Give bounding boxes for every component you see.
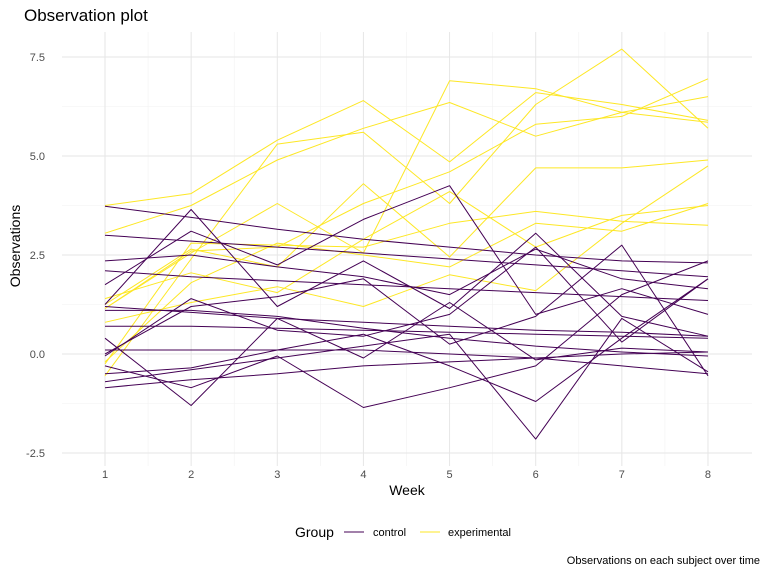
series-line-control	[104, 260, 709, 408]
series-line-control	[104, 278, 709, 402]
series-line-control	[104, 248, 709, 296]
y-tick-label: 5.0	[30, 151, 45, 163]
series-line-experimental	[104, 48, 709, 377]
series-line-control	[105, 309, 709, 357]
legend-label-experimental: experimental	[448, 527, 511, 539]
y-tick-label: 0.0	[30, 349, 45, 361]
x-tick-label: 2	[188, 469, 194, 481]
series-line-experimental	[104, 159, 709, 305]
series-line-control	[104, 234, 709, 278]
series-line-control	[104, 246, 709, 357]
legend-label-control: control	[373, 527, 406, 539]
axis-layer: 1 2 3 4 5 6 7 8 -2.5 0.0 2.5 5.0 7.5	[26, 52, 711, 481]
grid-layer	[62, 32, 752, 466]
chart-title: Observation plot	[24, 6, 148, 25]
series-layer	[104, 48, 709, 440]
x-tick-label: 1	[102, 469, 108, 481]
series-line-control	[104, 302, 709, 406]
series-line-control	[104, 209, 709, 337]
legend-title: Group	[295, 524, 334, 540]
series-line-control	[105, 349, 709, 375]
series-line-experimental	[104, 80, 709, 309]
x-tick-label: 4	[360, 469, 366, 481]
series-line-control	[104, 270, 709, 301]
series-line-experimental	[104, 203, 709, 363]
series-line-experimental	[104, 210, 709, 365]
series-line-experimental	[104, 92, 709, 206]
y-axis-label: Observations	[7, 205, 23, 287]
series-line-control	[104, 306, 709, 337]
x-tick-label: 7	[619, 469, 625, 481]
y-tick-label: -2.5	[26, 448, 45, 460]
y-tick-label: 2.5	[30, 250, 45, 262]
series-line-control	[104, 244, 709, 377]
series-line-experimental	[104, 78, 709, 309]
x-tick-label: 8	[705, 469, 711, 481]
series-line-control	[104, 205, 709, 264]
x-tick-label: 6	[533, 469, 539, 481]
series-line-experimental	[104, 102, 709, 234]
y-tick-label: 7.5	[30, 52, 45, 64]
series-line-experimental	[104, 165, 709, 323]
series-line-control	[105, 325, 709, 339]
x-axis-label: Week	[389, 482, 426, 498]
x-tick-label: 5	[446, 469, 452, 481]
legend: Group control experimental	[295, 524, 511, 540]
x-tick-label: 3	[274, 469, 280, 481]
chart-caption: Observations on each subject over time	[566, 555, 760, 567]
series-line-control	[104, 351, 709, 389]
series-line-control	[104, 185, 709, 315]
series-line-control	[104, 317, 709, 440]
